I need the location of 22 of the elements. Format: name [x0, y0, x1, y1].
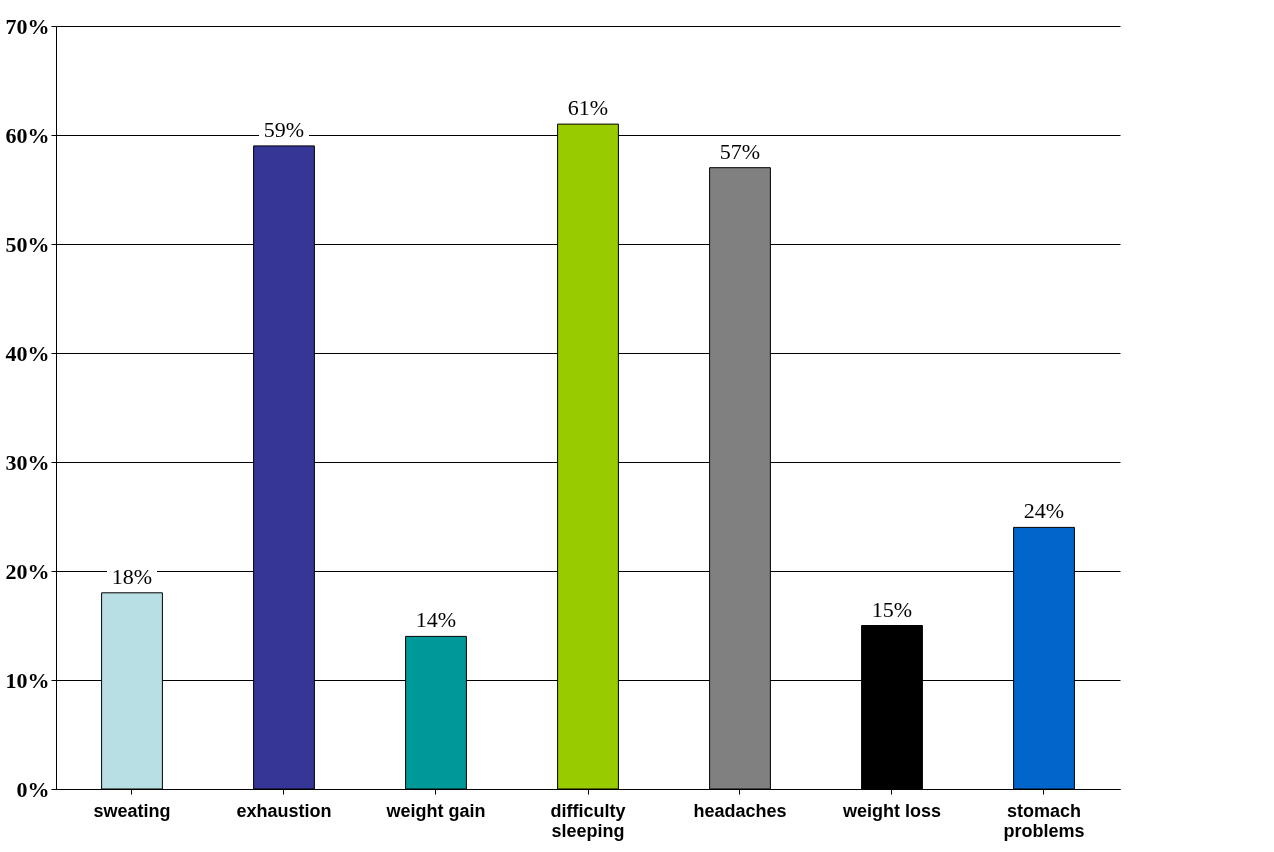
y-tick-label: 50%: [5, 231, 50, 257]
data-label: 14%: [415, 607, 457, 633]
data-label: 61%: [567, 95, 609, 121]
x-tick-label: headaches: [693, 800, 787, 821]
y-tick-label: 10%: [5, 667, 50, 693]
y-tick-label: 60%: [5, 122, 50, 148]
x-tick-label: difficulty sleeping: [550, 800, 626, 841]
data-label: 18%: [111, 563, 153, 589]
y-tick-label: 70%: [5, 13, 50, 39]
x-tick-label: stomach problems: [1003, 800, 1085, 841]
data-label: 57%: [719, 138, 761, 164]
y-tick-label: 30%: [5, 449, 50, 475]
data-label: 59%: [263, 116, 305, 142]
x-tick-label: weight gain: [385, 800, 486, 821]
x-tick-label: weight loss: [841, 800, 942, 821]
data-label: 15%: [871, 596, 913, 622]
data-label: 24%: [1023, 498, 1065, 524]
y-tick-label: 20%: [5, 558, 50, 584]
x-tick-label: sweating: [93, 800, 171, 821]
x-tick-label: exhaustion: [236, 800, 332, 821]
y-tick-label: 40%: [5, 340, 50, 366]
y-tick-label: 0%: [16, 776, 50, 802]
